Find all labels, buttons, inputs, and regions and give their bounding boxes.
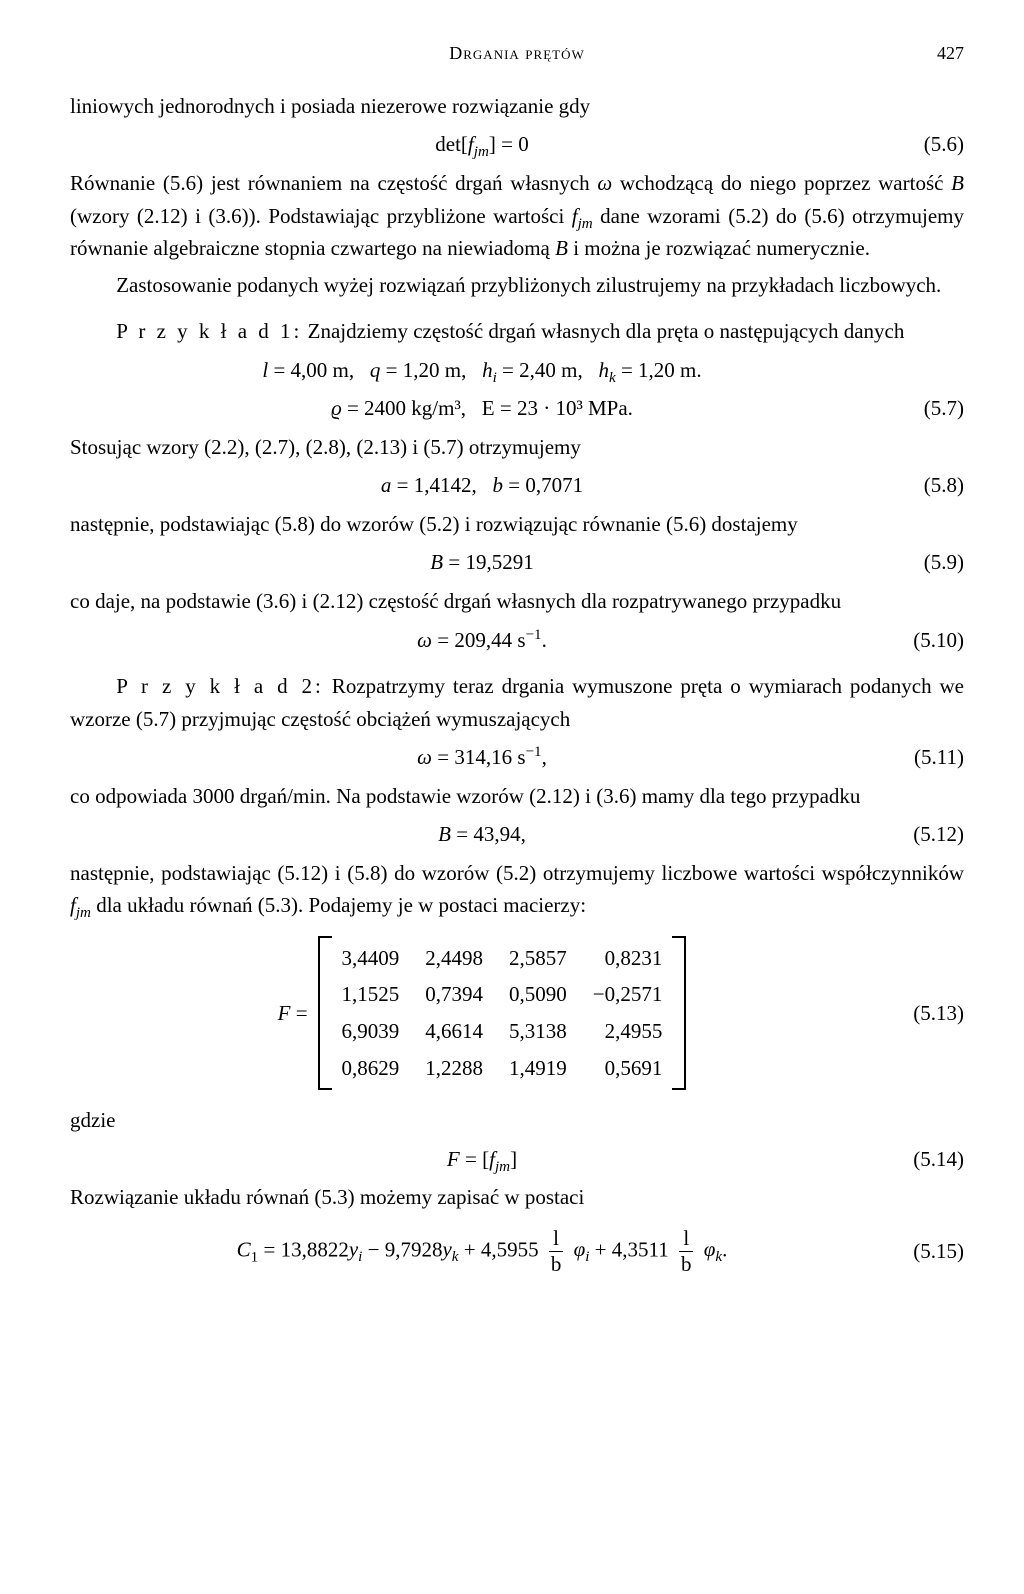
eq-number: (5.8)	[894, 469, 964, 502]
matrix-cell: 0,5090	[509, 978, 567, 1011]
eq-number: (5.13)	[894, 997, 964, 1030]
eq-number: (5.6)	[894, 128, 964, 161]
eq-number: (5.9)	[894, 546, 964, 579]
running-header: Drgania prętów 427	[70, 40, 964, 68]
matrix-cell: 0,8629	[342, 1052, 400, 1085]
eq-body: det[fjm] = 0	[70, 128, 894, 161]
matrix-cell: 2,4498	[425, 942, 483, 975]
paragraph: następnie, podstawiając (5.12) i (5.8) d…	[70, 857, 964, 922]
paragraph: Stosując wzory (2.2), (2.7), (2.8), (2.1…	[70, 431, 964, 464]
equation-5-14: F = [fjm] (5.14)	[70, 1143, 964, 1176]
fraction: l b	[547, 1228, 566, 1275]
header-title: Drgania prętów	[130, 40, 904, 68]
matrix-grid: 3,4409 2,4498 2,5857 0,8231 1,1525 0,7394 0,50…	[332, 936, 673, 1090]
equation-5-7: l = 4,00 m, q = 1,20 m, hi = 2,40 m, hk …	[70, 354, 964, 387]
eq-number: (5.14)	[894, 1143, 964, 1176]
matrix: 3,4409 2,4498 2,5857 0,8231 1,1525 0,7394 0,50…	[318, 936, 687, 1090]
eq-body: F = [fjm]	[70, 1143, 894, 1176]
eq-number: (5.11)	[894, 741, 964, 774]
paragraph: Zastosowanie podanych wyżej rozwiązań pr…	[70, 269, 964, 302]
matrix-cell: 0,8231	[593, 942, 663, 975]
equation-5-11: ω = 314,16 s−1, (5.11)	[70, 741, 964, 774]
eq-number: (5.7)	[894, 392, 964, 425]
matrix-cell: 0,5691	[593, 1052, 663, 1085]
eq-body: ϱ = 2400 kg/m³, E = 23 · 10³ MPa.	[70, 392, 894, 425]
paragraph: liniowych jednorodnych i posiada niezero…	[70, 90, 964, 123]
matrix-cell: 1,4919	[509, 1052, 567, 1085]
matrix-cell: 1,2288	[425, 1052, 483, 1085]
matrix-cell: 5,3138	[509, 1015, 567, 1048]
equation-5-13: F = 3,4409 2,4498 2,5857 0,8231 1,1525 0,7394…	[70, 936, 964, 1090]
eq-body: a = 1,4142, b = 0,7071	[70, 469, 894, 502]
page: Drgania prętów 427 liniowych jednorodnyc…	[0, 0, 1024, 1594]
equation-5-12: B = 43,94, (5.12)	[70, 818, 964, 851]
equation-5-8: a = 1,4142, b = 0,7071 (5.8)	[70, 469, 964, 502]
page-number: 427	[904, 40, 964, 68]
matrix-prefix: F =	[278, 997, 308, 1030]
eq-number: (5.12)	[894, 818, 964, 851]
example-1: P r z y k ł a d 1: Znajdziemy częstość d…	[70, 315, 964, 348]
equation-5-15: C1 = 13,8822yi − 9,7928yk + 4,5955 l b φ…	[70, 1228, 964, 1275]
equation-5-6: det[fjm] = 0 (5.6)	[70, 128, 964, 161]
eq-body: l = 4,00 m, q = 1,20 m, hi = 2,40 m, hk …	[70, 354, 894, 387]
eq-body: B = 43,94,	[70, 818, 894, 851]
eq-body: C1 = 13,8822yi − 9,7928yk + 4,5955 l b φ…	[70, 1228, 894, 1275]
eq-body: ω = 209,44 s−1.	[70, 624, 894, 657]
eq-body: ω = 314,16 s−1,	[70, 741, 894, 774]
example-2: P r z y k ł a d 2: Rozpatrzymy teraz drg…	[70, 670, 964, 735]
matrix-cell: 6,9039	[342, 1015, 400, 1048]
paragraph: co odpowiada 3000 drgań/min. Na podstawi…	[70, 780, 964, 813]
example-label: P r z y k ł a d 1:	[116, 319, 302, 343]
example-label: P r z y k ł a d 2:	[116, 674, 324, 698]
eq-body: B = 19,5291	[70, 546, 894, 579]
paragraph: gdzie	[70, 1104, 964, 1137]
equation-5-10: ω = 209,44 s−1. (5.10)	[70, 624, 964, 657]
matrix-cell: 0,7394	[425, 978, 483, 1011]
matrix-cell: 4,6614	[425, 1015, 483, 1048]
paragraph: Rozwiązanie układu równań (5.3) możemy z…	[70, 1181, 964, 1214]
matrix-cell: 2,4955	[593, 1015, 663, 1048]
eq-number: (5.10)	[894, 624, 964, 657]
equation-5-7b: ϱ = 2400 kg/m³, E = 23 · 10³ MPa. (5.7)	[70, 392, 964, 425]
matrix-cell: −0,2571	[593, 978, 663, 1011]
matrix-cell: 3,4409	[342, 942, 400, 975]
eq-number: (5.15)	[894, 1235, 964, 1268]
matrix-cell: 1,1525	[342, 978, 400, 1011]
paragraph: co daje, na podstawie (3.6) i (2.12) czę…	[70, 585, 964, 618]
paragraph: Równanie (5.6) jest równaniem na częstoś…	[70, 167, 964, 265]
equation-5-9: B = 19,5291 (5.9)	[70, 546, 964, 579]
fraction: l b	[677, 1228, 696, 1275]
paragraph: następnie, podstawiając (5.8) do wzorów …	[70, 508, 964, 541]
matrix-cell: 2,5857	[509, 942, 567, 975]
